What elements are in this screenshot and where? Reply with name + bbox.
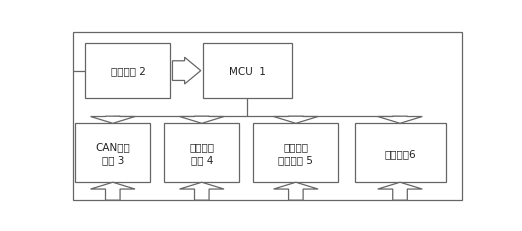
Text: 驱动模块6: 驱动模块6	[384, 148, 416, 158]
Text: CAN接口
模块 3: CAN接口 模块 3	[96, 142, 130, 165]
Bar	[253, 124, 338, 182]
Polygon shape	[90, 117, 135, 124]
Polygon shape	[172, 58, 201, 85]
Polygon shape	[378, 182, 422, 200]
Text: 电压电流
采集模块 5: 电压电流 采集模块 5	[278, 142, 313, 165]
Text: 温度采集
模块 4: 温度采集 模块 4	[189, 142, 215, 165]
Polygon shape	[180, 182, 224, 200]
Polygon shape	[180, 117, 224, 124]
Polygon shape	[378, 117, 422, 124]
Bar	[75, 124, 150, 182]
Polygon shape	[274, 117, 318, 124]
Polygon shape	[274, 182, 318, 200]
Bar	[354, 124, 445, 182]
Bar	[164, 124, 239, 182]
Polygon shape	[90, 182, 135, 200]
Bar	[203, 44, 292, 99]
Text: MCU  1: MCU 1	[229, 66, 266, 76]
Bar	[86, 44, 170, 99]
Text: 电源模块 2: 电源模块 2	[111, 66, 146, 76]
